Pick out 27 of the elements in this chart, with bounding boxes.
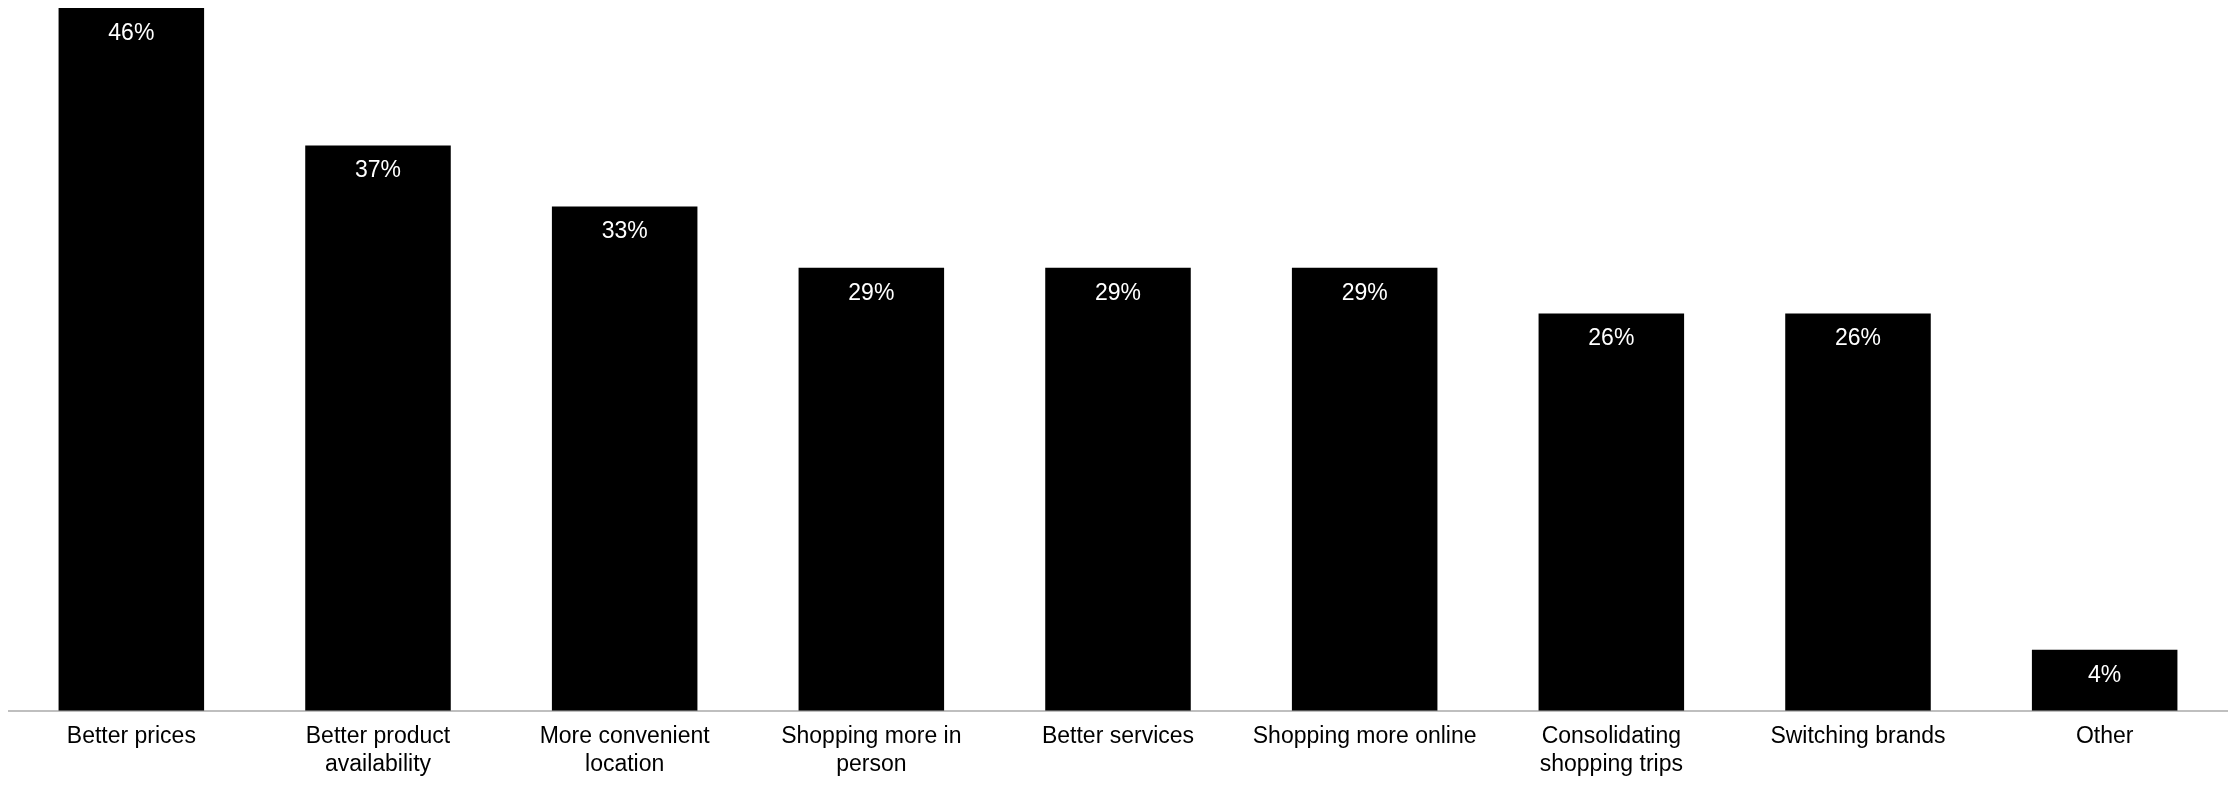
data-label: 26% [1588, 324, 1635, 351]
x-tick-label: Better services [1041, 721, 1195, 748]
x-tick-label: Better product availability [305, 721, 451, 776]
bar [305, 145, 451, 711]
data-label: 46% [108, 18, 155, 45]
x-tick-label: Shopping more in person [781, 721, 962, 776]
bar [551, 206, 698, 711]
data-label: 33% [601, 217, 648, 244]
x-tick-label: More convenient location [539, 721, 711, 776]
bar [2031, 649, 2178, 711]
bar [1291, 267, 1438, 711]
data-label: 29% [1094, 278, 1142, 305]
bar [1538, 313, 1685, 711]
x-tick-label: Consolidating shopping trips [1539, 721, 1683, 776]
bar [798, 267, 945, 711]
x-tick-label: Other [2075, 721, 2134, 748]
data-label: 29% [848, 278, 895, 305]
bar [1045, 267, 1191, 711]
data-label: 4% [2088, 660, 2122, 687]
data-label: 37% [354, 156, 402, 183]
bar [1785, 313, 1931, 711]
x-tick-label: Better prices [66, 721, 196, 748]
x-tick-label: Shopping more online [1252, 721, 1477, 748]
data-label: 26% [1834, 324, 1882, 351]
bar [58, 8, 205, 711]
x-tick-label: Switching brands [1770, 721, 1946, 748]
data-label: 29% [1341, 278, 1388, 305]
